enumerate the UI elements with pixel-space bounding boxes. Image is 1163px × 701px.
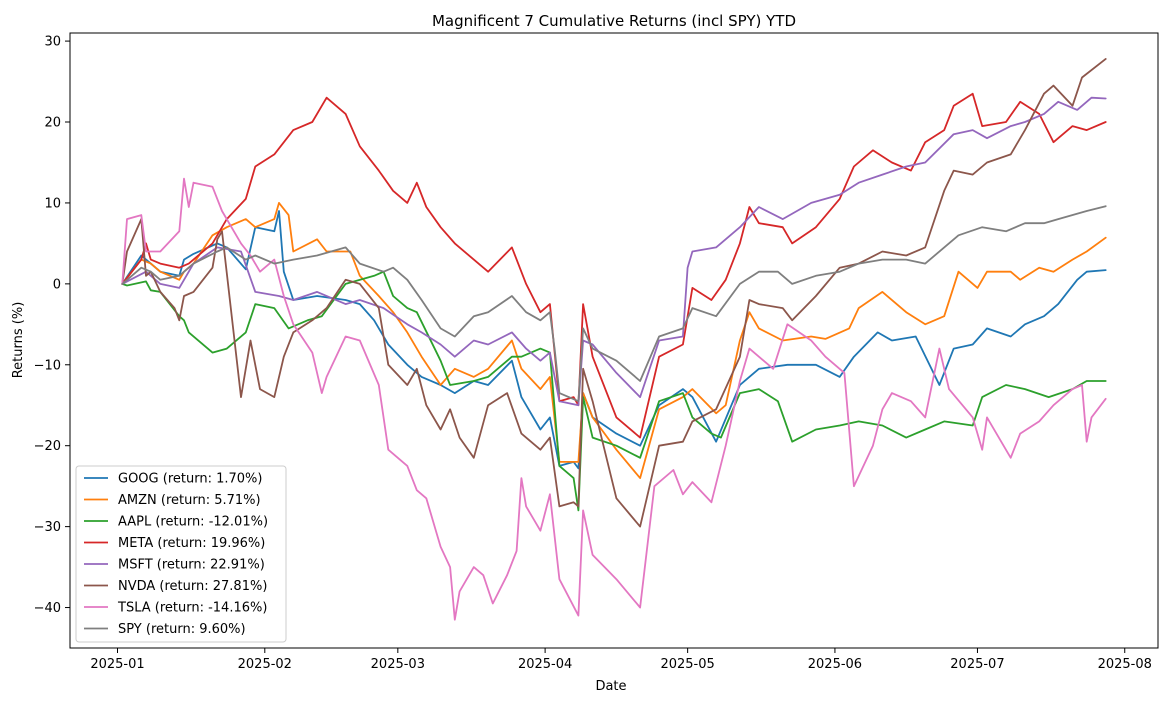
x-axis: 2025-01 2025-02 2025-03 2025-04 2025-05 2025-… xyxy=(90,648,1152,672)
y-tick-label: 30 xyxy=(44,35,61,50)
legend-label-aapl: AAPL (return: -12.01%) xyxy=(118,515,268,530)
y-tick-label: −20 xyxy=(34,439,61,454)
y-tick-label: −40 xyxy=(34,601,61,616)
legend-frame xyxy=(75,465,287,643)
series-line-amzn xyxy=(121,201,1107,480)
legend-label-tsla: TSLA (return: -14.16%) xyxy=(117,601,267,616)
chart-title: Magnificent 7 Cumulative Returns (incl S… xyxy=(432,12,796,30)
series-line-tsla xyxy=(121,177,1107,621)
y-axis: 30 20 10 0 −10 −20 −30 −40 xyxy=(34,35,70,616)
series-line-spy xyxy=(121,205,1107,403)
series-line-msft xyxy=(121,96,1107,407)
legend-label-msft: MSFT (return: 22.91%) xyxy=(118,558,265,573)
y-tick-label: 0 xyxy=(53,277,61,292)
x-tick-label: 2025-05 xyxy=(660,657,714,672)
y-axis-title: Returns (%) xyxy=(11,302,26,379)
legend-label-amzn: AMZN (return: 5.71%) xyxy=(118,493,261,508)
x-tick-label: 2025-03 xyxy=(371,657,425,672)
x-tick-label: 2025-06 xyxy=(808,657,862,672)
legend-label-nvda: NVDA (return: 27.81%) xyxy=(118,579,267,594)
y-tick-label: 20 xyxy=(44,116,61,131)
x-tick-label: 2025-02 xyxy=(238,657,292,672)
y-tick-label: −30 xyxy=(34,520,61,535)
series-line-nvda xyxy=(121,58,1107,528)
x-axis-title: Date xyxy=(595,679,626,694)
legend-label-meta: META (return: 19.96%) xyxy=(118,536,265,551)
legend: GOOG (return: 1.70%) AMZN (return: 5.71%)… xyxy=(75,465,287,643)
x-tick-label: 2025-08 xyxy=(1098,657,1152,672)
y-tick-label: 10 xyxy=(44,196,61,211)
legend-label-goog: GOOG (return: 1.70%) xyxy=(118,472,262,487)
legend-label-spy: SPY (return: 9.60%) xyxy=(118,622,246,637)
y-tick-label: −10 xyxy=(34,358,61,373)
x-tick-label: 2025-01 xyxy=(90,657,144,672)
series-line-aapl xyxy=(121,270,1107,512)
series-layer xyxy=(121,58,1107,621)
x-tick-label: 2025-07 xyxy=(950,657,1004,672)
x-tick-label: 2025-04 xyxy=(518,657,572,672)
